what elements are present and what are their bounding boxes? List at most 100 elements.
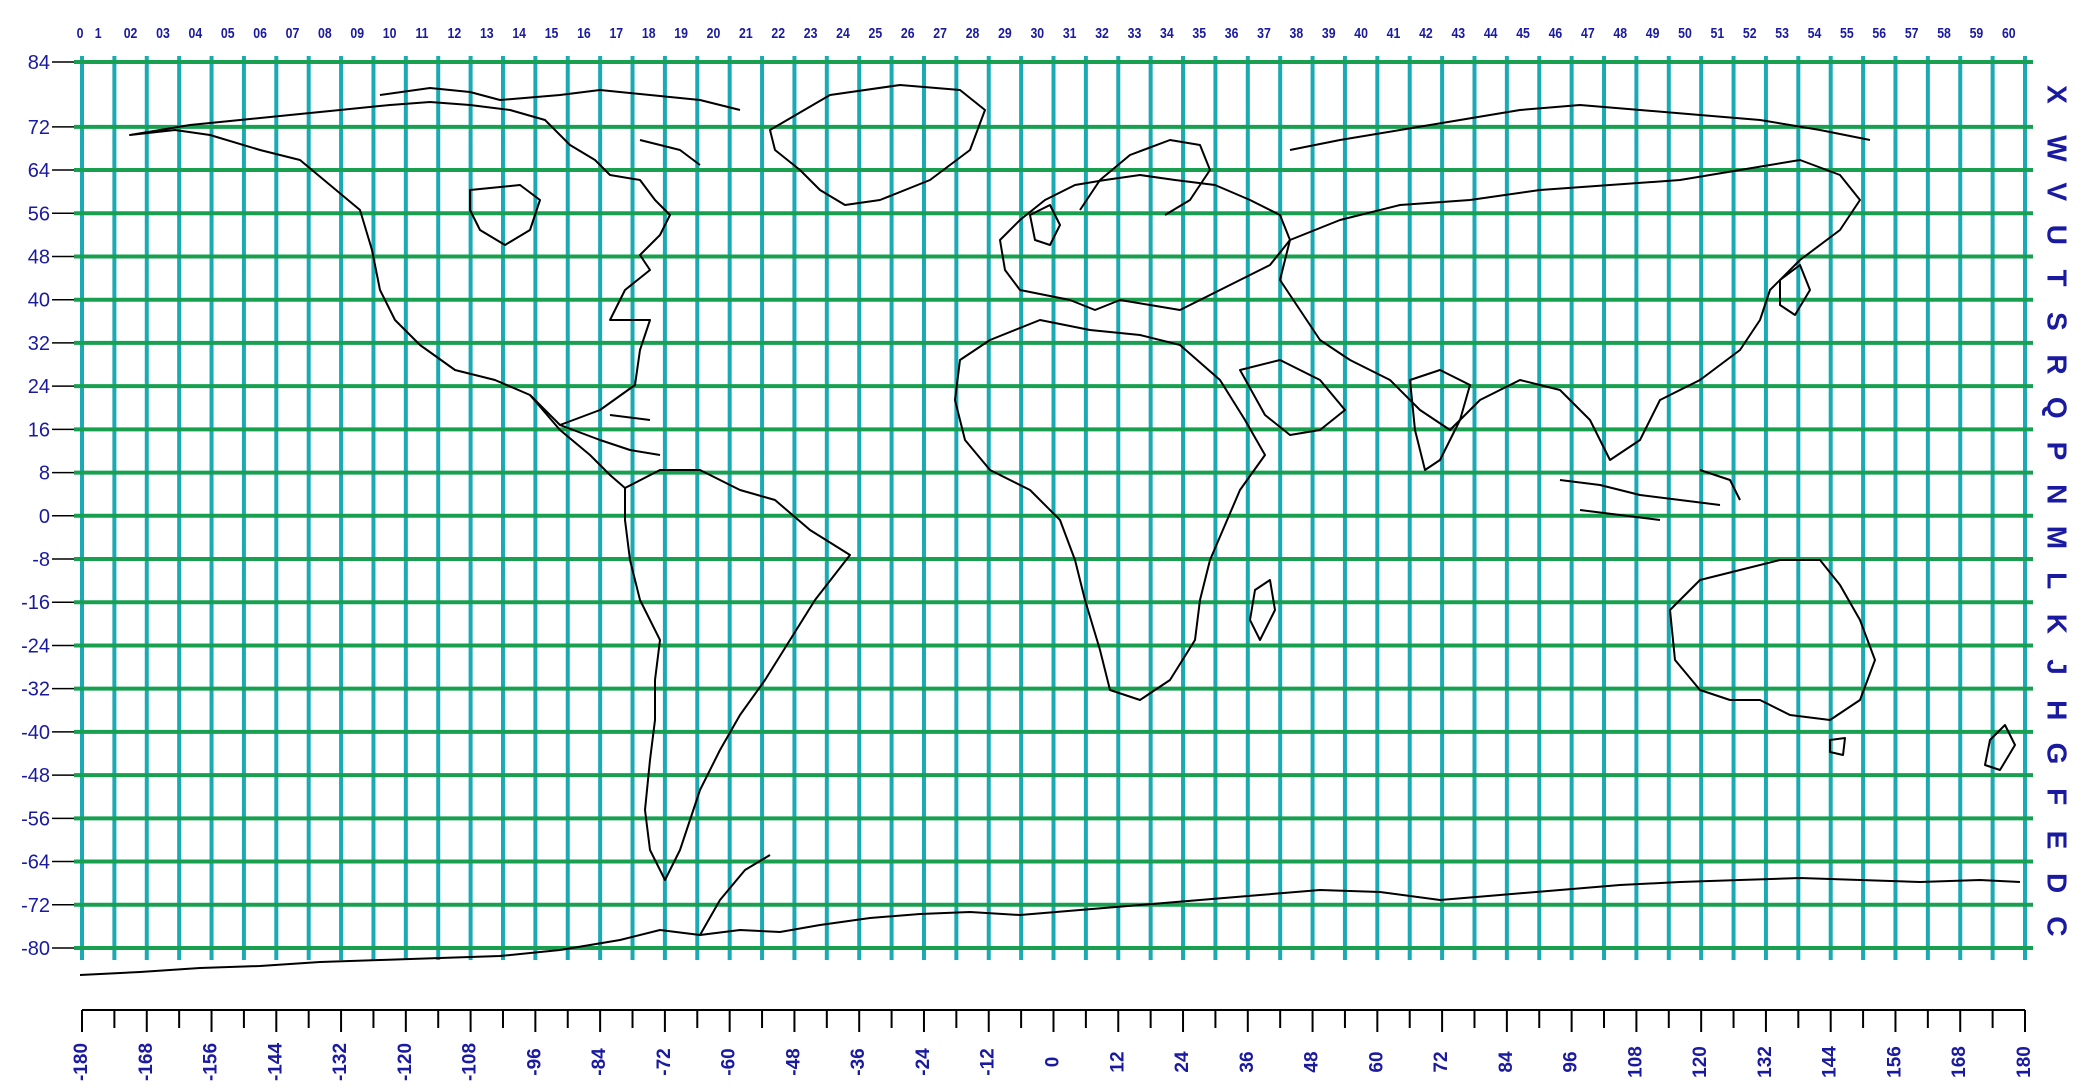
latitude-label: 40 (28, 290, 50, 312)
zone-number-label: 45 (1516, 25, 1530, 41)
zone-number-label: 51 (1711, 25, 1725, 41)
zone-number-label: 43 (1451, 25, 1465, 41)
latitude-labels: 84 72 64 56 48 40 32 24 16 8 0 -8 -16 -24 -32 -40 -48 -56… (21, 52, 74, 960)
band-letter-label: E (2042, 831, 2073, 850)
longitude-label: -36 (848, 1048, 869, 1075)
zone-number-label: 16 (577, 25, 591, 41)
longitude-label: 36 (1237, 1051, 1258, 1072)
zone-number-label: 41 (1387, 25, 1401, 41)
band-letter-label: S (2042, 312, 2073, 331)
zone-number-label: 09 (350, 25, 364, 41)
coastline-hudson-bay (469, 184, 541, 246)
zone-number-label: 52 (1743, 25, 1757, 41)
band-letter-label: R (2042, 354, 2073, 374)
zone-number-label: 07 (286, 25, 300, 41)
zone-number-label: 31 (1063, 25, 1077, 41)
zone-number-label: 02 (124, 25, 138, 41)
zone-number-label: 24 (836, 25, 850, 41)
zone-number-label: 20 (707, 25, 721, 41)
zone-number-label: 60 (2002, 25, 2016, 41)
coastline-indonesia (1559, 469, 1741, 521)
zone-number-label: 28 (966, 25, 980, 41)
zone-number-label: 57 (1905, 25, 1919, 41)
coastline-arctic-islands (379, 87, 741, 166)
band-letter-label: P (2042, 442, 2073, 461)
zone-number-label: 37 (1257, 25, 1271, 41)
latitude-label: -48 (21, 765, 50, 787)
band-letter-label: L (2042, 572, 2073, 589)
longitude-label: 168 (1949, 1046, 1970, 1078)
zone-number-label: 23 (804, 25, 818, 41)
zone-number-label: 27 (933, 25, 947, 41)
coastline-australia (1669, 559, 1876, 721)
zone-number-label: 38 (1290, 25, 1304, 41)
latitude-label: 84 (28, 52, 50, 74)
zone-number-label: 55 (1840, 25, 1854, 41)
longitude-label: -72 (654, 1048, 675, 1075)
latitude-label: -64 (21, 852, 50, 874)
longitude-axis: -180 -168 -156 -144 -132 -120 -108 -96 -84 -72 -60… (71, 1009, 2035, 1081)
zone-number-label: 18 (642, 25, 656, 41)
longitude-label: 60 (1366, 1051, 1387, 1072)
longitude-label: -180 (71, 1043, 92, 1081)
zone-number-label: 40 (1354, 25, 1368, 41)
coastline-europe (999, 174, 1291, 311)
band-letter-label: D (2042, 873, 2073, 893)
longitude-label: 132 (1755, 1046, 1776, 1078)
longitude-label: -12 (978, 1048, 999, 1075)
band-letter-label: X (2042, 85, 2073, 104)
longitude-label: -168 (136, 1043, 157, 1081)
zone-number-label: 06 (253, 25, 267, 41)
longitude-label: 72 (1431, 1051, 1452, 1072)
zone-number-label: 11 (416, 25, 429, 41)
band-letter-label: N (2042, 484, 2073, 504)
band-letter-label: U (2042, 225, 2073, 245)
latitude-label: 16 (28, 419, 50, 441)
latitude-label: -24 (21, 635, 50, 657)
zone-number-label: 50 (1678, 25, 1692, 41)
latitude-label: -72 (21, 895, 50, 917)
coastline-new-zealand (1984, 724, 2016, 771)
zone-number-label: 33 (1128, 25, 1142, 41)
longitude-label: 108 (1625, 1046, 1646, 1078)
coastline-arabia (1239, 359, 1346, 436)
latitude-label: -32 (21, 679, 50, 701)
zone-number-label: 03 (156, 25, 170, 41)
longitude-label: 84 (1496, 1051, 1517, 1073)
latitude-label: 72 (28, 117, 50, 139)
band-letter-label: Q (2042, 397, 2073, 419)
coastline-antarctica (79, 877, 2021, 976)
longitude-label: 120 (1690, 1046, 1711, 1078)
band-letter-label: T (2042, 270, 2073, 287)
latitude-label: 56 (28, 203, 50, 225)
latitude-label: -8 (32, 549, 50, 571)
zone-number-label: 26 (901, 25, 915, 41)
zone-number-label: 14 (512, 25, 526, 41)
utm-zone-lines (80, 56, 2027, 960)
zone-number-label: 36 (1225, 25, 1239, 41)
longitude-label: -156 (201, 1043, 222, 1081)
zone-number-label: 56 (1872, 25, 1886, 41)
zone-number-label: 05 (221, 25, 235, 41)
longitude-label: -84 (589, 1048, 610, 1076)
longitude-label: 180 (2014, 1046, 2035, 1078)
band-letter-label: J (2042, 659, 2073, 675)
zone-number-label: 19 (674, 25, 688, 41)
longitude-label: -24 (913, 1048, 934, 1076)
latitude-label: -16 (21, 592, 50, 614)
zone-number-label: 21 (739, 25, 753, 41)
longitude-label: -120 (395, 1043, 416, 1081)
latitude-band-lines (74, 60, 2033, 950)
zone-number-label: 46 (1549, 25, 1563, 41)
zone-number-label: 39 (1322, 25, 1336, 41)
latitude-label: -80 (21, 938, 50, 960)
coastline-tasmania (1829, 737, 1846, 756)
longitude-label: -108 (460, 1043, 481, 1081)
band-letter-label: C (2042, 916, 2073, 936)
coastline-british-isles (1029, 204, 1061, 246)
zone-number-label: 59 (1970, 25, 1984, 41)
zone-number-label: 54 (1808, 25, 1822, 41)
zone-number-label: 22 (771, 25, 785, 41)
coastline-antarctic-peninsula (699, 854, 771, 936)
coastline-central-america (529, 394, 626, 489)
